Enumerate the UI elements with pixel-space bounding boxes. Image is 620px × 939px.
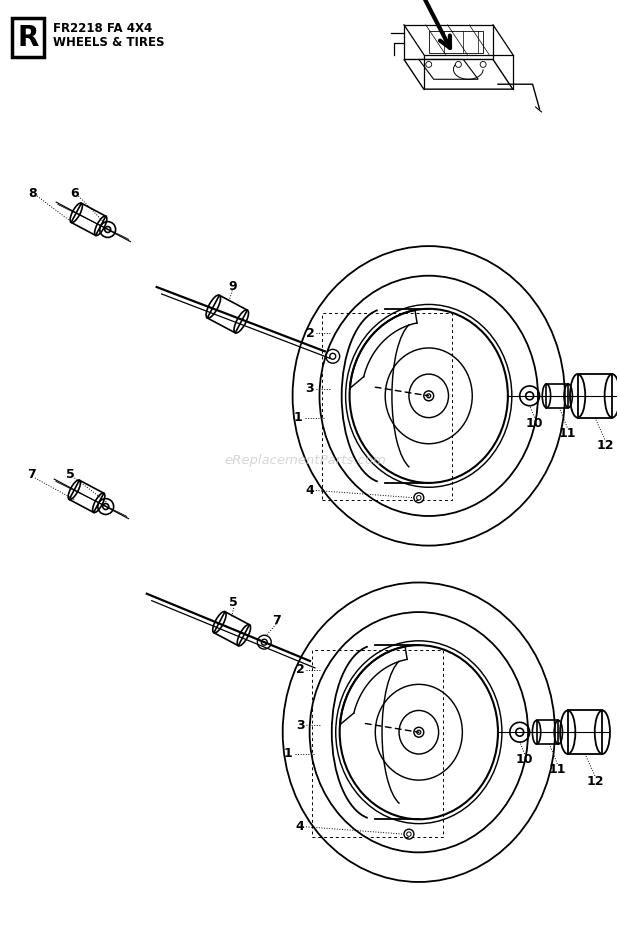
Bar [312,650,443,837]
Text: 2: 2 [296,663,304,676]
Text: 7: 7 [272,614,280,627]
Text: eReplacementParts.com: eReplacementParts.com [224,454,386,467]
Text: FR2218 FA 4X4: FR2218 FA 4X4 [53,22,152,35]
Text: R: R [17,23,38,52]
Text: 12: 12 [586,776,604,788]
Text: 6: 6 [70,187,79,200]
Text: 10: 10 [516,753,533,766]
Bar [322,313,453,500]
Text: 12: 12 [596,439,614,452]
Text: 10: 10 [526,417,543,430]
Text: 1: 1 [284,747,293,761]
Text: 1: 1 [294,411,303,424]
Bar [428,31,483,53]
Text: 4: 4 [306,484,314,497]
Text: 7: 7 [27,469,35,482]
Text: 8: 8 [29,187,37,200]
Text: 5: 5 [66,469,75,482]
Text: 11: 11 [559,427,576,440]
Text: 11: 11 [549,763,566,777]
Text: 5: 5 [229,596,238,609]
Text: WHEELS & TIRES: WHEELS & TIRES [53,36,164,49]
Text: 3: 3 [306,382,314,395]
Text: 3: 3 [296,718,304,731]
Text: 4: 4 [296,821,304,833]
Text: 9: 9 [228,280,237,293]
Text: 2: 2 [306,327,314,340]
